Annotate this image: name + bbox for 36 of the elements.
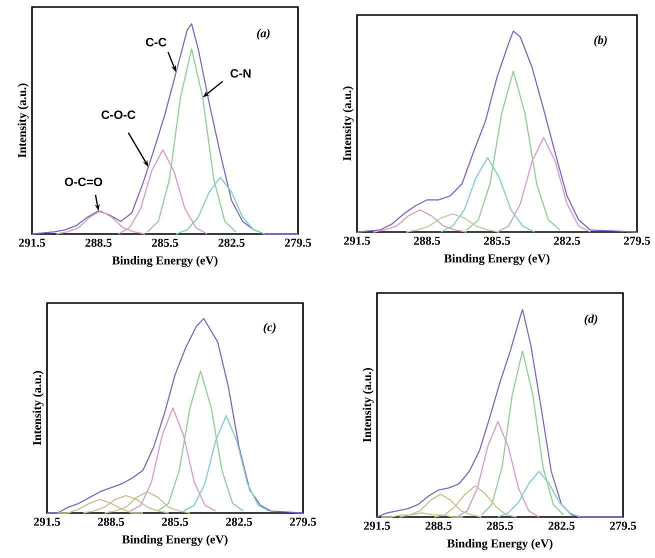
x-tick-label: 291.5 bbox=[34, 518, 60, 526]
x-tick-label: 282.5 bbox=[554, 236, 580, 245]
x-tick-label: 279.5 bbox=[624, 236, 650, 245]
x-tick-label: 288.5 bbox=[426, 522, 452, 530]
y-axis-title: Intensity (a.u.) bbox=[342, 86, 354, 161]
y-axis-title: Intensity (a.u.) bbox=[18, 84, 29, 158]
x-tick-label: 279.5 bbox=[610, 522, 636, 530]
y-axis-title: Intensity (a.u.) bbox=[32, 371, 44, 446]
x-tick-label: 282.5 bbox=[548, 522, 575, 530]
annotation: (a) bbox=[257, 28, 270, 40]
x-tick-label: 279.5 bbox=[285, 238, 312, 247]
x-tick-label: 282.5 bbox=[226, 518, 252, 526]
x-tick-label: 285.5 bbox=[487, 522, 514, 530]
x-tick-label: 279.5 bbox=[290, 518, 316, 526]
x-tick-label: 291.5 bbox=[344, 236, 370, 245]
annotation: (d) bbox=[584, 314, 598, 326]
annotation: C-O-C bbox=[102, 110, 136, 119]
x-axis-title: Binding Energy (eV) bbox=[122, 535, 228, 546]
annotation: C-C bbox=[146, 38, 166, 46]
annotation: (c) bbox=[264, 322, 276, 334]
x-tick-label: 285.5 bbox=[162, 518, 188, 526]
annotation: C-N bbox=[230, 69, 251, 78]
x-tick-label: 288.5 bbox=[86, 238, 112, 247]
y-axis-title: Intensity (a.u.) bbox=[362, 368, 374, 442]
x-tick-label: 291.5 bbox=[19, 238, 46, 247]
x-axis-title: Binding Energy (eV) bbox=[444, 254, 550, 265]
x-tick-label: 282.5 bbox=[218, 238, 245, 247]
x-tick-label: 285.5 bbox=[484, 236, 510, 245]
x-tick-label: 288.5 bbox=[414, 236, 440, 245]
x-tick-label: 285.5 bbox=[152, 238, 178, 247]
annotation: (b) bbox=[594, 36, 607, 46]
x-tick-label: 288.5 bbox=[98, 518, 124, 526]
x-tick-label: 291.5 bbox=[364, 522, 390, 530]
annotation: O-C=O bbox=[64, 178, 102, 186]
x-axis-title: Binding Energy (eV) bbox=[447, 539, 552, 550]
x-axis-title: Binding Energy (eV) bbox=[112, 256, 218, 267]
